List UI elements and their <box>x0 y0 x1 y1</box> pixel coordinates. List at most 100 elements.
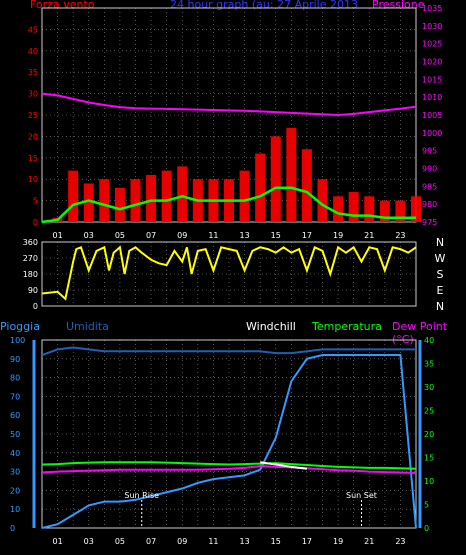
wind-gust-bar <box>270 136 281 222</box>
x-tick-label: 21 <box>364 537 374 546</box>
wind-gust-bar <box>411 196 421 222</box>
wind-axis-tick: 40 <box>28 47 38 56</box>
pressure-axis-tick: 1015 <box>422 75 442 84</box>
humidity-line <box>41 346 416 356</box>
humidity-label: Umidita <box>66 320 109 333</box>
direction-axis-tick: 360 <box>23 238 38 247</box>
pressure-axis-tick: 1035 <box>422 4 442 13</box>
pressure-axis-tick: 1005 <box>422 111 442 120</box>
rain-axis-tick: 30 <box>10 468 20 477</box>
temperature-label: Temperatura <box>312 320 382 333</box>
wind-gust-bar <box>395 200 406 222</box>
rain-axis-tick: 50 <box>10 430 20 439</box>
pressure-axis-tick: 985 <box>422 182 437 191</box>
x-tick-label: 17 <box>302 231 312 240</box>
windchill-line <box>260 461 308 470</box>
x-tick-label: 19 <box>333 231 343 240</box>
direction-label: N <box>436 236 444 249</box>
wind-axis-tick: 5 <box>33 197 38 206</box>
temperature-line <box>41 461 417 470</box>
x-tick-label: 05 <box>115 537 125 546</box>
direction-axis-tick: 0 <box>33 302 38 311</box>
rain-axis-tick: 20 <box>10 486 20 495</box>
x-tick-label: 05 <box>115 231 125 240</box>
pressure-axis-tick: 1025 <box>422 40 442 49</box>
rain-axis-tick: 100 <box>10 336 25 345</box>
x-tick-label: 03 <box>84 231 94 240</box>
wind-average-line <box>41 186 416 224</box>
pressure-axis-tick: 1020 <box>422 58 442 67</box>
wind-gust-bar <box>161 170 172 222</box>
pressure-axis-tick: 995 <box>422 147 437 156</box>
wind-axis-tick: 25 <box>28 111 38 120</box>
x-tick-label: 11 <box>208 231 218 240</box>
wind-axis-tick: 35 <box>28 68 38 77</box>
wind-axis-tick: 15 <box>28 154 38 163</box>
wind-gust-bar <box>239 170 250 222</box>
x-tick-label: 03 <box>84 537 94 546</box>
x-tick-label: 09 <box>177 537 187 546</box>
temperature-axis-tick: 40 <box>424 336 434 345</box>
wind-gust-bar <box>364 196 375 222</box>
x-tick-label: 13 <box>239 231 249 240</box>
pressure-axis-tick: 1030 <box>422 22 442 31</box>
panel-frame <box>41 241 417 307</box>
dewpoint-line <box>41 464 417 475</box>
direction-axis-tick: 180 <box>23 270 38 279</box>
x-tick-label: 15 <box>271 537 281 546</box>
x-tick-label: 23 <box>395 537 405 546</box>
pressure-axis-tick: 1000 <box>422 129 442 138</box>
rain-line <box>41 354 417 529</box>
pressure-axis-tick: 980 <box>422 200 437 209</box>
temperature-axis-tick: 0 <box>424 524 429 533</box>
x-tick-label: 01 <box>52 231 62 240</box>
rain-axis-tick: 70 <box>10 392 20 401</box>
pressure-line <box>41 92 417 117</box>
x-tick-label: 17 <box>302 537 312 546</box>
direction-label: S <box>437 268 444 281</box>
wind-gust-bar <box>301 149 312 222</box>
wind-gust-bar <box>348 192 359 222</box>
rain-axis-tick: 40 <box>10 449 20 458</box>
rain-axis-tick: 80 <box>10 374 20 383</box>
header-center-label: 24 hour graph (au: 27 Aprile 2013 <box>170 0 358 11</box>
wind-gust-bar <box>99 179 110 222</box>
rain-axis-tick: 10 <box>10 505 20 514</box>
wind-gust-bar <box>286 127 297 222</box>
rain-axis-tick: 90 <box>10 355 20 364</box>
temperature-axis-tick: 20 <box>424 430 434 439</box>
x-tick-label: 09 <box>177 231 187 240</box>
wind-gust-bar <box>317 179 328 222</box>
direction-axis-tick: 90 <box>28 286 38 295</box>
rain-label: Pioggia <box>0 320 40 333</box>
direction-axis-tick: 270 <box>23 254 38 263</box>
wind-gust-bar <box>379 200 390 222</box>
sun-annotation: Sun Rise <box>124 491 159 500</box>
direction-panel <box>41 241 417 307</box>
rain-axis-tick: 0 <box>10 524 15 533</box>
panel-frame <box>41 339 417 529</box>
x-tick-label: 07 <box>146 231 156 240</box>
header-right-label: Pressione <box>372 0 425 11</box>
wind-gust-bar <box>130 179 141 222</box>
x-tick-label: 15 <box>271 231 281 240</box>
wind-gust-bar <box>146 174 157 222</box>
wind-gust-bar <box>177 166 188 222</box>
pressure-axis-tick: 990 <box>422 165 437 174</box>
x-tick-label: 13 <box>239 537 249 546</box>
temperature-axis-tick: 30 <box>424 383 434 392</box>
temperature-axis-tick: 25 <box>424 407 434 416</box>
rain-axis-tick: 60 <box>10 411 20 420</box>
x-tick-label: 01 <box>52 537 62 546</box>
temperature-axis-tick: 5 <box>424 501 429 510</box>
pressure-axis-tick: 975 <box>422 218 437 227</box>
x-tick-label: 07 <box>146 537 156 546</box>
wind-axis-tick: 30 <box>28 90 38 99</box>
wind-axis-tick: 20 <box>28 132 38 141</box>
pressure-axis-tick: 1010 <box>422 93 442 102</box>
direction-label: N <box>436 300 444 313</box>
wind-axis-tick: 10 <box>28 175 38 184</box>
wind-gust-bar <box>83 183 94 222</box>
